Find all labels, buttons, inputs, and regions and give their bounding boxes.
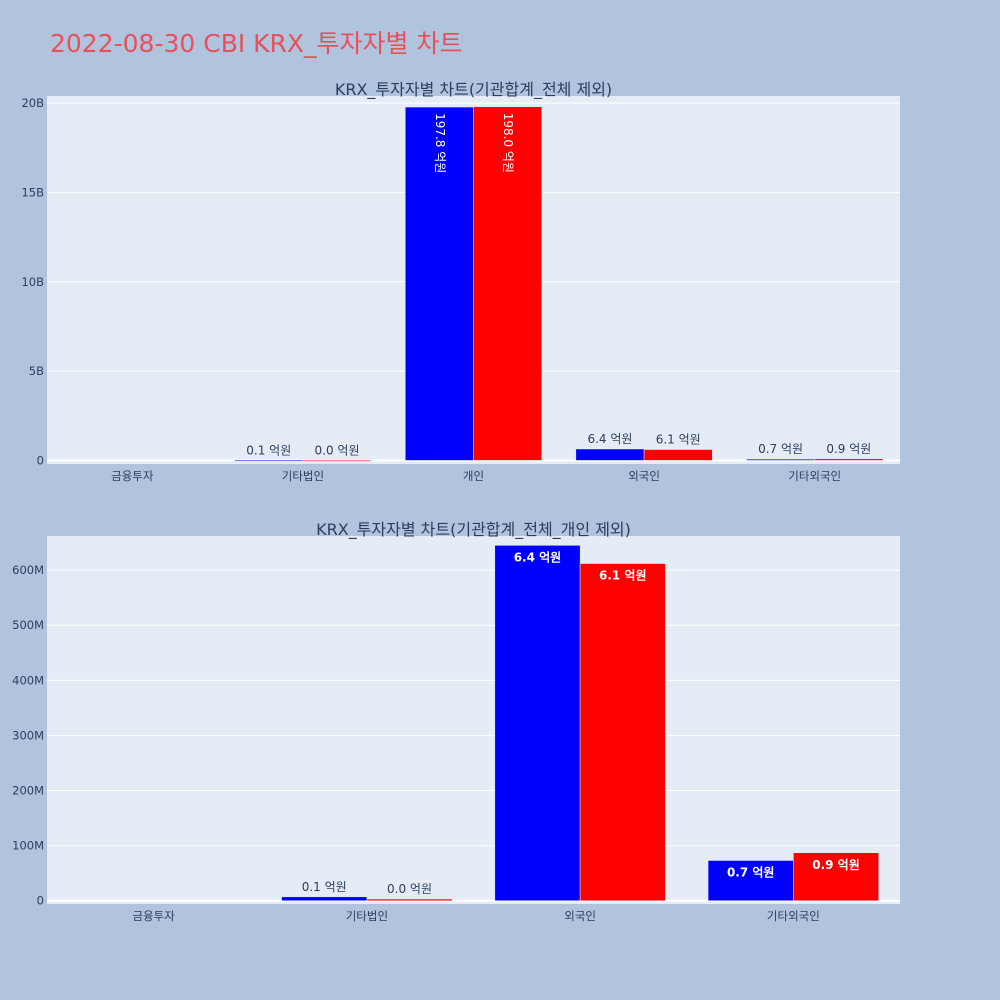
bar-data-label: 0.1 억원 [302, 880, 347, 894]
y-tick-label: 300M [12, 728, 44, 742]
chart-title: KRX_투자자별 차트(기관합계_전체 제외) [335, 80, 612, 100]
bar-data-label: 198.0 억원 [501, 113, 515, 173]
x-tick-label: 외국인 [628, 469, 660, 483]
x-tick-label: 기타외국인 [788, 469, 841, 483]
bar-data-label: 6.4 억원 [587, 432, 632, 446]
bar [494, 545, 581, 901]
bar-data-label: 0.0 억원 [315, 443, 360, 457]
bar [707, 860, 794, 901]
bar [473, 106, 542, 461]
bar-data-label: 6.1 억원 [599, 569, 647, 583]
y-tick-label: 5B [29, 364, 44, 378]
bar-data-label: 6.1 억원 [656, 433, 701, 447]
page-title: 2022-08-30 CBI KRX_투자자별 차트 [50, 29, 463, 58]
bar [814, 458, 884, 461]
bar [281, 896, 368, 901]
y-tick-label: 200M [12, 784, 44, 798]
y-tick-label: 10B [21, 275, 44, 289]
bar [746, 458, 815, 461]
bar-data-label: 197.8 억원 [433, 113, 447, 173]
y-tick-label: 0 [37, 453, 44, 467]
x-tick-label: 개인 [463, 469, 484, 483]
bar-data-label: 0.1 억원 [246, 443, 291, 457]
x-tick-label: 금융투자 [132, 909, 175, 923]
bar-data-label: 0.9 억원 [812, 858, 860, 872]
bar-data-label: 0.7 억원 [727, 865, 775, 879]
bar [302, 460, 372, 462]
x-tick-label: 기타법인 [282, 469, 324, 483]
bar [575, 448, 645, 461]
y-tick-label: 0 [37, 894, 44, 908]
x-tick-label: 금융투자 [111, 469, 154, 483]
x-tick-label: 외국인 [564, 909, 596, 923]
bar [234, 460, 304, 462]
y-tick-label: 100M [12, 839, 44, 853]
plot-area [47, 536, 900, 904]
bar-data-label: 0.7 억원 [758, 442, 803, 456]
bar-data-label: 0.0 억원 [387, 882, 432, 896]
bar [405, 106, 474, 461]
y-tick-label: 600M [12, 563, 44, 577]
bar [366, 898, 453, 901]
investor-chart-all: 0 5B 10B 15B 20B KRX_투자자별 차트(기관합계_전체 제외) 금융투자 기… [21, 80, 900, 483]
bar [579, 563, 666, 901]
y-tick-label: 20B [21, 96, 44, 110]
bar-data-label: 0.9 억원 [826, 442, 871, 456]
x-tick-label: 기타외국인 [767, 909, 820, 923]
y-tick-label: 15B [21, 185, 44, 199]
y-tick-label: 500M [12, 618, 44, 632]
bar [793, 852, 879, 901]
bar [643, 449, 713, 461]
bar-data-label: 6.4 억원 [514, 550, 562, 564]
investor-chart-excl-individual: 0 100M 200M 300M 400M 500M 600M KRX_투자자별 차트(기관합… [12, 520, 900, 923]
chart-title: KRX_투자자별 차트(기관합계_전체_개인 제외) [316, 520, 631, 540]
x-tick-label: 기타법인 [346, 909, 388, 923]
y-tick-label: 400M [12, 673, 44, 687]
